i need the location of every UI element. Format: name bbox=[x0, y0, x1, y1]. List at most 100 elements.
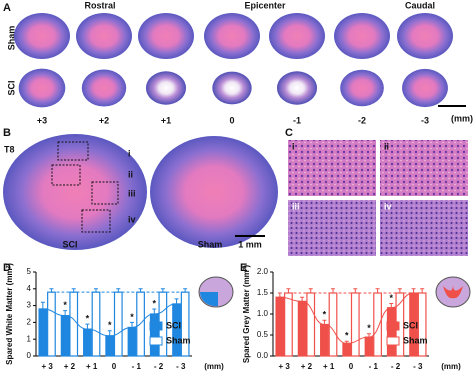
section-label: Rostral bbox=[84, 0, 115, 10]
error-bar bbox=[129, 321, 134, 328]
y-tick-label: 1.5 bbox=[257, 288, 269, 297]
tile-label: i bbox=[292, 141, 295, 151]
panel-label: C bbox=[285, 127, 293, 139]
bar bbox=[328, 292, 338, 357]
image-label: SCI bbox=[62, 239, 77, 249]
error-bar bbox=[322, 319, 327, 325]
error-bar bbox=[300, 296, 305, 302]
bar bbox=[60, 315, 70, 357]
region-label: iii bbox=[128, 188, 136, 198]
histology-sham bbox=[138, 13, 194, 59]
y-tick-label: 2.0 bbox=[257, 267, 269, 276]
tile-label: ii bbox=[384, 141, 389, 151]
bar bbox=[373, 292, 382, 357]
error-bar bbox=[160, 288, 165, 293]
histology-sci bbox=[18, 68, 66, 108]
bar bbox=[364, 336, 374, 357]
error-bar bbox=[138, 288, 143, 293]
bar bbox=[275, 296, 285, 357]
position-label: 0 bbox=[229, 115, 234, 125]
error-bar bbox=[411, 288, 416, 293]
legend-swatch bbox=[386, 336, 400, 346]
histology-sci bbox=[402, 68, 448, 108]
significance: * bbox=[390, 293, 394, 303]
error-bar bbox=[116, 288, 121, 293]
x-tick-label: - 2 bbox=[391, 362, 401, 371]
bar bbox=[127, 326, 137, 357]
y-tick-label: 1 bbox=[27, 334, 32, 343]
x-tick-label: + 1 bbox=[86, 362, 98, 371]
error-bar bbox=[366, 333, 371, 338]
error-bar bbox=[71, 288, 76, 293]
x-tick-label: - 3 bbox=[413, 362, 423, 371]
bar bbox=[180, 291, 190, 357]
significance: * bbox=[86, 313, 90, 323]
y-tick-label: 4 bbox=[27, 284, 32, 293]
panel-label: B bbox=[3, 127, 11, 139]
error-bar bbox=[308, 288, 313, 293]
bar bbox=[284, 292, 293, 357]
histology-sci bbox=[340, 69, 384, 107]
error-bar bbox=[375, 288, 380, 293]
legend-label: Sham bbox=[403, 335, 428, 345]
legend-label: SCI bbox=[166, 320, 181, 330]
x-tick-label: 0 bbox=[349, 362, 354, 371]
significance: * bbox=[323, 310, 327, 320]
position-label: -3 bbox=[421, 115, 429, 125]
panel-label: A bbox=[3, 2, 11, 14]
panel-label: E bbox=[240, 262, 247, 274]
x-tick-label: + 2 bbox=[301, 362, 313, 371]
y-axis-label: Spared White Matter (mm²) bbox=[5, 263, 14, 365]
trend-line bbox=[42, 303, 177, 337]
error-bar bbox=[94, 288, 99, 293]
x-tick-label: + 3 bbox=[278, 362, 290, 371]
histology-sci bbox=[81, 69, 127, 107]
bar bbox=[105, 335, 115, 357]
x-tick-label: 0 bbox=[112, 362, 117, 371]
legend-swatch bbox=[149, 336, 163, 346]
bar bbox=[306, 292, 316, 357]
panel-a: A Rostral Epicenter Caudal Sham SCI (mm) bbox=[3, 0, 473, 123]
position-label: +3 bbox=[37, 115, 47, 125]
error-bar bbox=[331, 288, 336, 293]
error-bar bbox=[277, 292, 282, 298]
x-tick-label: - 3 bbox=[176, 362, 186, 371]
legend-label: Sham bbox=[166, 335, 191, 345]
bar bbox=[149, 313, 159, 357]
tile-label: iii bbox=[292, 201, 300, 211]
histology-sham bbox=[269, 13, 325, 59]
x-tick-label: - 2 bbox=[154, 362, 164, 371]
error-bar bbox=[420, 288, 425, 293]
significance: * bbox=[130, 312, 134, 322]
thumbnail-region bbox=[443, 284, 463, 299]
y-tick-label: 3 bbox=[27, 301, 32, 310]
error-bar bbox=[85, 323, 90, 330]
scale-label: 1 mm bbox=[238, 239, 262, 249]
row-label: Sham bbox=[6, 26, 16, 51]
histology-sci bbox=[3, 134, 147, 250]
significance: * bbox=[367, 323, 371, 333]
trend-line bbox=[279, 292, 414, 344]
x-axis-label: (mm) bbox=[204, 362, 224, 371]
tile-label: iv bbox=[384, 201, 392, 211]
region-label: iv bbox=[128, 214, 136, 224]
x-tick-label: - 1 bbox=[369, 362, 379, 371]
level-label: T8 bbox=[4, 144, 15, 154]
position-label: -2 bbox=[358, 115, 366, 125]
histology-sham bbox=[397, 13, 453, 59]
tile bbox=[380, 140, 468, 196]
y-tick-label: 2 bbox=[27, 318, 32, 327]
x-tick-label: + 1 bbox=[323, 362, 335, 371]
error-bar bbox=[152, 308, 157, 314]
panel-c: C i ii iii iv bbox=[285, 127, 468, 256]
unit-label: (mm) bbox=[451, 113, 473, 123]
error-bar bbox=[63, 310, 68, 316]
bar bbox=[297, 300, 307, 357]
error-bar bbox=[397, 288, 402, 293]
bar bbox=[47, 291, 56, 357]
histology-sham bbox=[76, 13, 132, 59]
bar bbox=[69, 291, 79, 357]
x-tick-label: + 3 bbox=[41, 362, 53, 371]
image-label: Sham bbox=[198, 239, 223, 249]
tile bbox=[288, 200, 376, 256]
